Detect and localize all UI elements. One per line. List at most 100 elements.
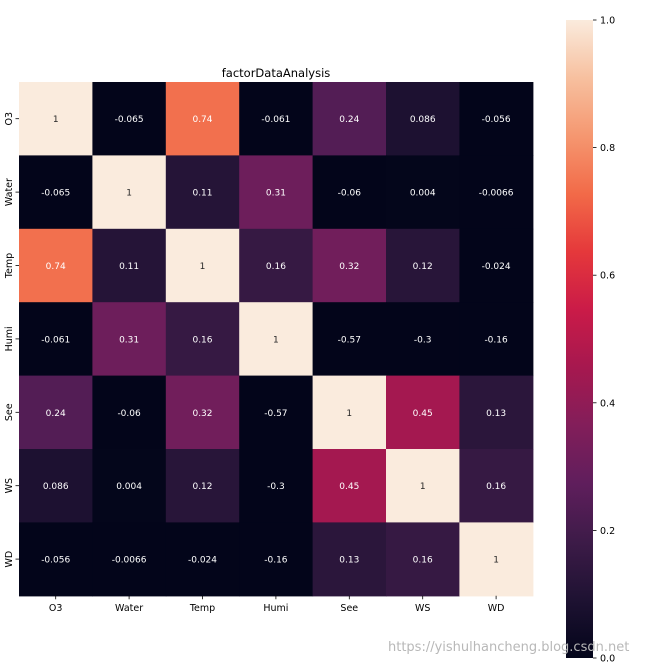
heatmap-cell-O3-See (312, 82, 387, 156)
cell-value-label: -0.16 (264, 556, 288, 566)
heatmap-cell-Water-Humi (239, 155, 314, 230)
colorbar-tick-label: 0.0 (600, 654, 615, 665)
heatmap-cell-WD-O3 (19, 522, 93, 597)
cell-value-label: 0.16 (192, 335, 212, 345)
y-tick-label: Humi (4, 326, 15, 351)
heatmap-cell-See-WD (459, 375, 534, 450)
heatmap-cell-Water-Water (92, 155, 167, 230)
heatmap-cell-Temp-Water (92, 228, 167, 303)
cell-value-label: 0.45 (413, 409, 433, 419)
y-tick-label: WS (4, 478, 15, 493)
heatmap-cell-WD-Water (92, 522, 167, 597)
heatmap-cell-See-O3 (19, 375, 93, 450)
cell-value-label: -0.056 (482, 115, 511, 125)
heatmap-cell-Temp-WD (459, 228, 534, 303)
cell-value-label: 0.11 (192, 189, 212, 199)
cell-value-label: 0.12 (192, 482, 212, 492)
cell-value-label: 1 (346, 409, 352, 419)
heatmap-cell-WS-Water (92, 449, 167, 523)
cell-value-label: -0.061 (261, 115, 290, 125)
heatmap-cell-Temp-See (312, 228, 387, 303)
cell-value-label: 1 (420, 482, 426, 492)
heatmap-cell-O3-O3 (19, 82, 93, 156)
cell-value-label: -0.06 (117, 409, 141, 419)
cell-value-label: 0.24 (339, 115, 359, 125)
heatmap-cell-WS-WS (386, 449, 460, 523)
cell-value-label: 1 (493, 556, 499, 566)
cell-value-label: 1 (126, 189, 132, 199)
y-tick-label: O3 (4, 112, 15, 126)
cell-value-label: 0.004 (116, 482, 142, 492)
cell-value-label: 0.74 (192, 115, 212, 125)
cell-value-label: -0.024 (188, 556, 217, 566)
heatmap-cell-Temp-WS (386, 228, 460, 303)
heatmap-cell-WD-Temp (165, 522, 240, 597)
cell-value-label: -0.3 (414, 335, 432, 345)
y-axis: O3 Water Temp Humi See WS WD (4, 112, 19, 568)
cell-value-label: 0.74 (46, 262, 66, 272)
colorbar-tick-label: 0.2 (600, 526, 615, 537)
cell-value-label: 0.16 (486, 482, 506, 492)
colorbar-gradient (566, 20, 593, 658)
watermark: https://yishulhancheng.blog.csdn.net (388, 640, 630, 655)
cell-value-label: 0.13 (339, 556, 359, 566)
heatmap-cell-Humi-Temp (165, 302, 240, 377)
cell-value-label: -0.0066 (112, 556, 147, 566)
heatmap-cell-Temp-Temp (165, 228, 240, 303)
heatmap-cell-See-Temp (165, 375, 240, 450)
heatmap-cell-Temp-Humi (239, 228, 314, 303)
y-tick-label: WD (4, 551, 15, 568)
cell-value-label: -0.056 (41, 556, 70, 566)
heatmap-cell-Water-WS (386, 155, 460, 230)
heatmap-cell-WS-Humi (239, 449, 314, 523)
heatmap-cells: 1 -0.065 0.74 -0.061 0.24 0.086 -0.056-0.065 1 0… (19, 82, 534, 597)
cell-value-label: 0.16 (413, 556, 433, 566)
heatmap-cell-Water-WD (459, 155, 534, 230)
cell-value-label: 0.31 (266, 189, 286, 199)
heatmap-cell-Humi-O3 (19, 302, 93, 377)
heatmap-cell-WD-WD (459, 522, 534, 597)
cell-value-label: 0.32 (339, 262, 359, 272)
colorbar-tick-label: 1.0 (600, 16, 615, 27)
heatmap-cell-WD-Humi (239, 522, 314, 597)
x-tick-label: WD (488, 603, 505, 614)
heatmap-cell-WS-See (312, 449, 387, 523)
colorbar: 0.0 0.2 0.4 0.6 0.8 1.0 (566, 16, 615, 665)
y-tick-label: Water (4, 178, 15, 206)
x-tick-label: O3 (49, 603, 63, 614)
cell-value-label: -0.06 (338, 189, 362, 199)
heatmap-cell-See-Water (92, 375, 167, 450)
cell-value-label: 1 (53, 115, 59, 125)
cell-value-label: 0.31 (119, 335, 139, 345)
cell-value-label: 0.24 (46, 409, 66, 419)
heatmap-cell-WS-WD (459, 449, 534, 523)
cell-value-label: -0.57 (338, 335, 361, 345)
heatmap-cell-Water-See (312, 155, 387, 230)
cell-value-label: 0.32 (192, 409, 212, 419)
heatmap-cell-Humi-WS (386, 302, 460, 377)
x-tick-label: Humi (263, 603, 288, 614)
x-tick-label: See (340, 603, 358, 614)
heatmap-cell-Temp-O3 (19, 228, 93, 303)
heatmap-cell-O3-Humi (239, 82, 314, 156)
cell-value-label: -0.16 (484, 335, 508, 345)
heatmap-cell-See-Humi (239, 375, 314, 450)
cell-value-label: 1 (273, 335, 279, 345)
cell-value-label: -0.024 (482, 262, 511, 272)
heatmap-cell-Water-Temp (165, 155, 240, 230)
cell-value-label: -0.3 (267, 482, 285, 492)
heatmap-cell-Humi-See (312, 302, 387, 377)
cell-value-label: 0.12 (413, 262, 433, 272)
x-tick-label: Temp (189, 603, 215, 614)
colorbar-tick-label: 0.8 (600, 143, 615, 154)
heatmap-cell-O3-Temp (165, 82, 240, 156)
colorbar-tick-label: 0.6 (600, 271, 615, 282)
heatmap-cell-Humi-WD (459, 302, 534, 377)
y-tick-label: See (4, 403, 15, 421)
x-axis: O3 Water Temp Humi See WS WD (49, 595, 505, 614)
cell-value-label: 0.13 (486, 409, 506, 419)
heatmap-cell-See-WS (386, 375, 460, 450)
cell-value-label: 0.16 (266, 262, 286, 272)
heatmap-cell-Humi-Water (92, 302, 167, 377)
